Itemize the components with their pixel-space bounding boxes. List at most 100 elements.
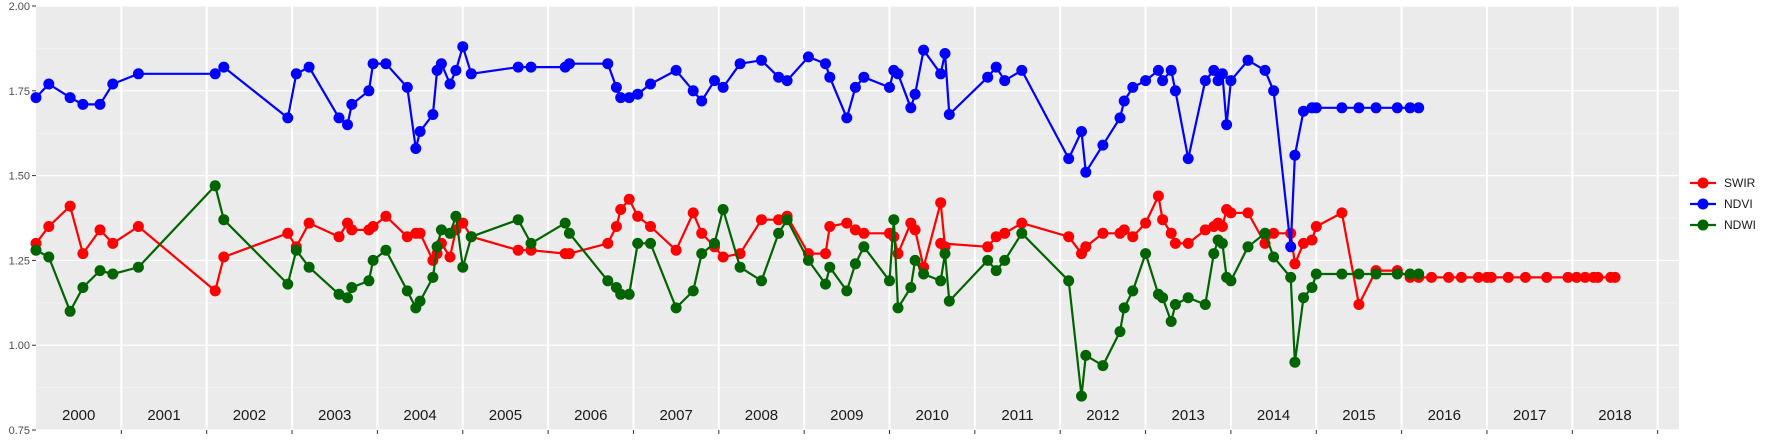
data-point — [1016, 227, 1028, 239]
year-label: 2010 — [915, 407, 948, 424]
data-point — [687, 207, 699, 219]
data-point — [1370, 268, 1382, 280]
data-point — [43, 221, 55, 232]
data-point — [1097, 139, 1109, 151]
data-point — [1140, 248, 1152, 260]
data-point — [94, 265, 106, 277]
data-point — [1242, 54, 1254, 66]
data-point — [1063, 231, 1075, 243]
data-point — [1404, 268, 1416, 280]
data-point — [1118, 302, 1130, 314]
data-point — [512, 244, 524, 256]
data-point — [64, 305, 76, 317]
data-point — [756, 214, 767, 226]
data-point — [209, 68, 221, 80]
data-point — [1140, 75, 1152, 87]
data-point — [670, 244, 682, 256]
data-point — [30, 92, 42, 104]
y-tick-label: 1.75 — [9, 86, 30, 98]
data-point — [623, 92, 635, 104]
data-point — [1127, 285, 1139, 297]
data-point — [367, 221, 379, 232]
data-point — [218, 214, 230, 226]
data-point — [303, 61, 315, 73]
year-label: 2015 — [1342, 407, 1375, 424]
data-point — [1285, 241, 1297, 253]
data-point — [401, 285, 413, 297]
data-point — [1609, 271, 1621, 283]
data-point — [1336, 268, 1348, 280]
data-point — [1199, 75, 1211, 87]
data-point — [1208, 248, 1220, 260]
data-point — [802, 254, 814, 266]
data-point — [1298, 105, 1309, 117]
data-point — [841, 112, 853, 124]
data-point — [1114, 112, 1126, 124]
data-point — [1199, 299, 1211, 310]
data-point — [290, 244, 302, 256]
year-label: 2008 — [745, 407, 778, 424]
x-axis — [120, 430, 1659, 434]
data-point — [444, 78, 456, 90]
data-point — [939, 248, 951, 260]
data-point — [717, 204, 729, 215]
data-point — [1216, 221, 1228, 232]
data-point — [1165, 227, 1177, 239]
data-point — [380, 58, 392, 70]
data-point — [1114, 326, 1126, 338]
data-point — [935, 197, 947, 209]
data-point — [982, 71, 994, 83]
data-point — [346, 224, 358, 236]
year-label: 2011 — [1001, 407, 1033, 424]
data-point — [632, 237, 644, 249]
data-point — [465, 231, 477, 243]
year-label: 2006 — [574, 407, 607, 424]
data-point — [450, 210, 462, 222]
data-point — [841, 285, 853, 297]
data-point — [1336, 207, 1348, 219]
data-point — [756, 54, 767, 66]
data-point — [30, 244, 42, 256]
data-point — [943, 295, 955, 307]
data-point — [457, 261, 469, 273]
data-point — [363, 275, 375, 287]
data-point — [333, 112, 345, 124]
data-point — [1353, 268, 1365, 280]
data-point — [1519, 271, 1531, 283]
data-point — [1242, 207, 1254, 219]
data-point — [632, 88, 644, 100]
data-point — [1216, 68, 1228, 80]
data-point — [1336, 102, 1348, 114]
data-point — [696, 248, 708, 260]
year-label: 2012 — [1086, 407, 1119, 424]
data-point — [282, 112, 294, 124]
data-point — [1541, 271, 1553, 283]
data-point — [1182, 292, 1194, 304]
data-point — [1076, 390, 1087, 402]
data-point — [935, 275, 947, 287]
data-point — [909, 224, 921, 236]
data-point — [1080, 241, 1092, 253]
data-point — [367, 254, 379, 266]
data-point — [333, 288, 345, 300]
legend-label: SWIR — [1724, 176, 1756, 190]
year-label: 2018 — [1598, 407, 1631, 424]
data-point — [1353, 299, 1365, 310]
data-point — [709, 75, 720, 87]
data-point — [670, 302, 682, 314]
data-point — [1157, 75, 1169, 87]
data-point — [939, 48, 951, 59]
data-point — [64, 200, 76, 212]
year-labels: 2000 2001 2002 2003 2004 2005 2006 2007 2008 2009… — [62, 407, 1632, 424]
data-point — [773, 227, 785, 239]
legend: SWIR NDVI NDWI — [1690, 176, 1756, 232]
data-point — [820, 58, 831, 70]
data-point — [525, 61, 537, 73]
data-point — [602, 237, 614, 249]
data-point — [602, 275, 614, 287]
data-point — [1413, 268, 1425, 280]
data-point — [1259, 227, 1271, 239]
data-point — [943, 109, 955, 120]
data-point — [1221, 119, 1233, 131]
data-point — [94, 224, 106, 236]
